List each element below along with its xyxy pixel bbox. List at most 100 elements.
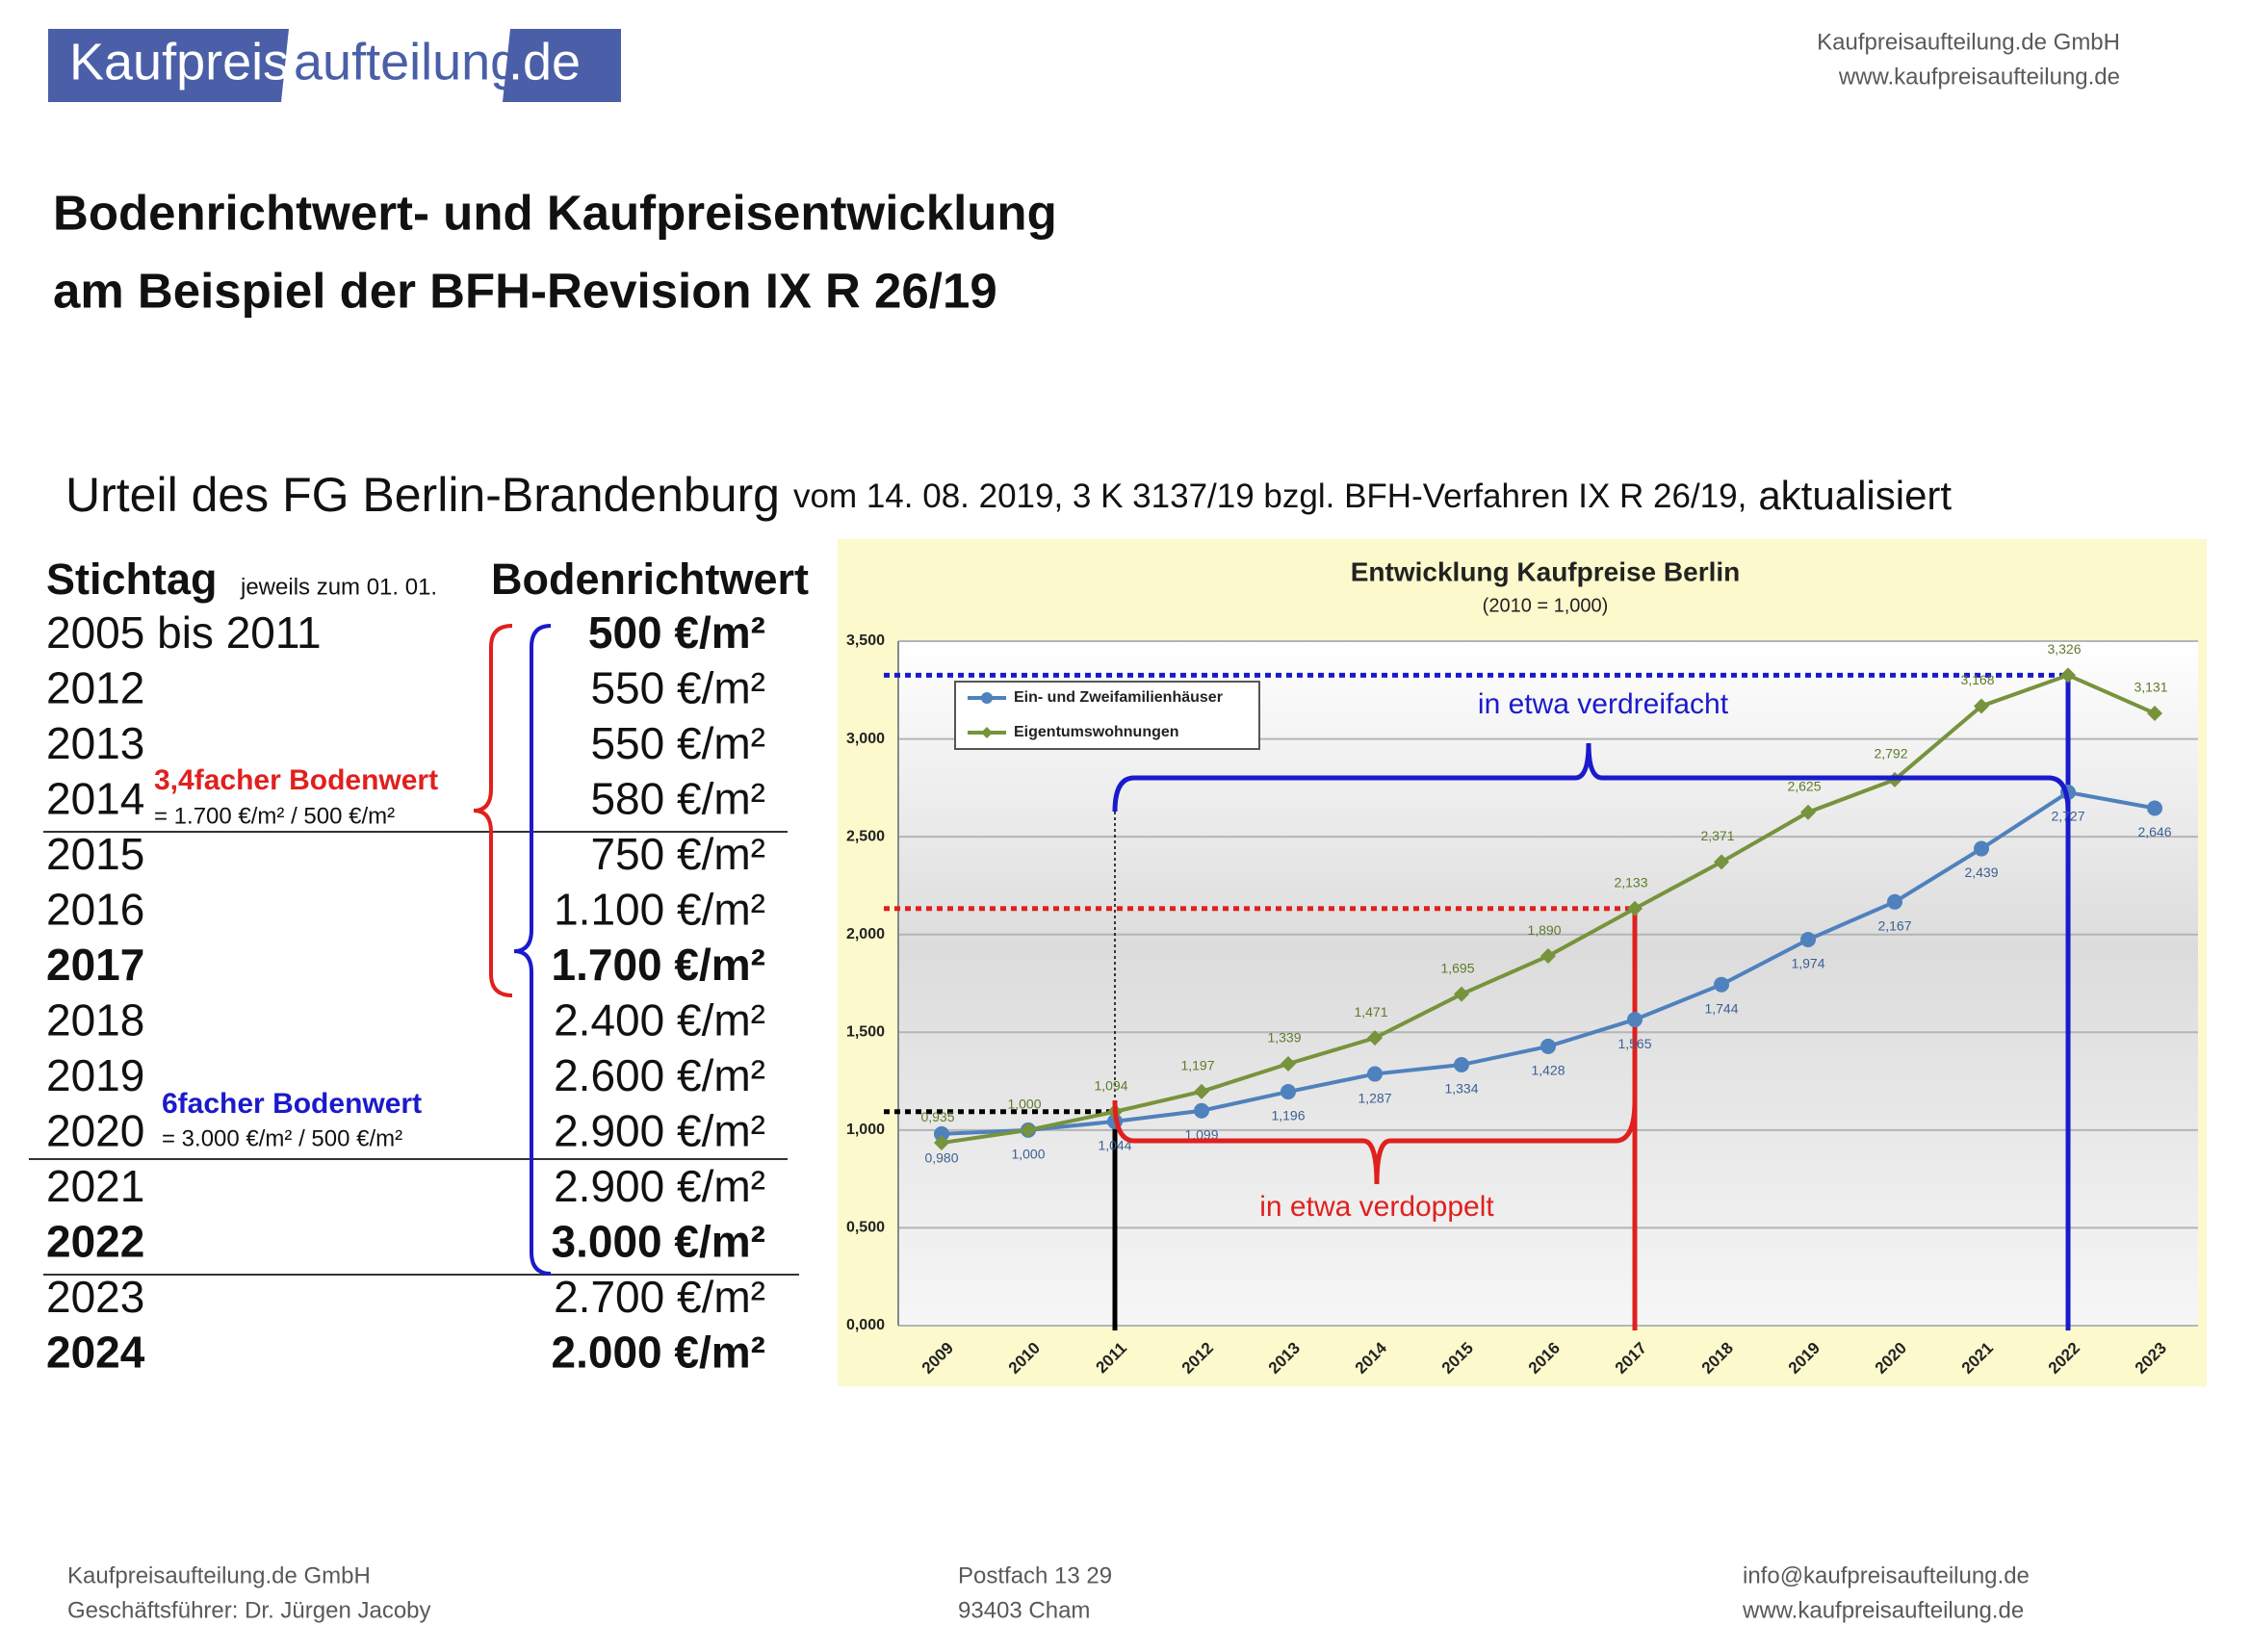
website: www.kaufpreisaufteilung.de: [1838, 64, 2120, 90]
footer-text: info@kaufpreisaufteilung.de: [1743, 1562, 2030, 1588]
legend-marker: [981, 727, 993, 738]
bracket: [1112, 1099, 1638, 1185]
data-label: 1,428: [1531, 1063, 1565, 1078]
table-cell: 580 €/m²: [590, 774, 765, 824]
data-label: 2,439: [1964, 865, 1998, 880]
data-point: [1714, 976, 1729, 993]
annotation: in etwa verdreifacht: [1478, 688, 1729, 720]
data-point: [2147, 800, 2162, 816]
data-label: 1,334: [1444, 1081, 1478, 1097]
note-formula: = 3.000 €/m² / 500 €/m²: [162, 1125, 402, 1151]
table-cell: 750 €/m²: [590, 829, 765, 879]
table-header-note: jeweils zum 01. 01.: [240, 574, 437, 600]
data-label: 2,167: [1877, 917, 1911, 933]
table-cell: 2019: [46, 1050, 144, 1100]
legend-marker: [981, 692, 993, 704]
table-cell: 2.700 €/m²: [554, 1272, 765, 1322]
logo-text: aufteilung: [294, 33, 519, 90]
table-cell: 2005 bis 2011: [46, 607, 322, 658]
data-label: 1,339: [1267, 1030, 1301, 1045]
table-cell: 2023: [46, 1272, 144, 1322]
y-tick-label: 0,500: [846, 1220, 885, 1236]
data-label: 3,168: [1960, 672, 1994, 687]
table-cell: 2013: [46, 718, 144, 768]
data-point: [1627, 900, 1643, 916]
table-cell: 3.000 €/m²: [552, 1217, 765, 1267]
y-tick-label: 0,000: [846, 1317, 885, 1333]
data-point: [934, 1125, 949, 1142]
data-point: [1367, 1066, 1383, 1082]
table-cell: 500 €/m²: [588, 607, 765, 658]
logo-text: .de: [508, 33, 581, 90]
data-label: 1,695: [1440, 960, 1474, 975]
data-label: 1,565: [1617, 1036, 1651, 1051]
y-tick-label: 2,500: [846, 828, 885, 844]
data-label: 1,000: [1011, 1147, 1045, 1162]
data-point: [2147, 705, 2162, 721]
table-cell: 550 €/m²: [590, 718, 765, 768]
company-name: Kaufpreisaufteilung.de GmbH: [1817, 29, 2120, 55]
data-label: 0,980: [924, 1150, 958, 1166]
table-cell: 2.400 €/m²: [554, 995, 765, 1045]
subheading-suffix: aktualisiert: [1758, 473, 1952, 518]
data-label: 1,196: [1271, 1108, 1305, 1123]
table-cell: 2.000 €/m²: [552, 1328, 765, 1378]
data-label: 2,371: [1700, 828, 1734, 843]
data-point: [1974, 698, 1989, 714]
data-point: [1281, 1055, 1296, 1071]
note-formula: = 1.700 €/m² / 500 €/m²: [154, 803, 395, 829]
data-label: 1,197: [1180, 1058, 1214, 1073]
data-label: 1,890: [1527, 922, 1561, 938]
data-point: [1281, 1084, 1296, 1100]
data-label: 3,131: [2134, 680, 2167, 695]
data-point: [1627, 1012, 1643, 1028]
y-tick-label: 3,000: [846, 731, 885, 747]
data-label: 1,044: [1098, 1138, 1131, 1153]
y-tick-label: 2,000: [846, 926, 885, 942]
data-point: [934, 1135, 949, 1151]
legend-label: Eigentumswohnungen: [1014, 724, 1179, 740]
subheading-main: Urteil des FG Berlin-Brandenburg: [65, 468, 780, 522]
y-tick-label: 1,000: [846, 1122, 885, 1138]
table-cell: 550 €/m²: [590, 663, 765, 713]
footer-text: Kaufpreisaufteilung.de GmbH: [67, 1562, 371, 1588]
table-cell: 2012: [46, 663, 144, 713]
data-point: [1887, 893, 1902, 910]
table-cell: 2.900 €/m²: [554, 1161, 765, 1211]
data-label: 2,646: [2137, 824, 2171, 839]
data-label: 1,287: [1358, 1090, 1391, 1105]
bracket: [473, 624, 513, 997]
note-label: 6facher Bodenwert: [162, 1088, 422, 1120]
data-point: [1194, 1102, 1209, 1119]
y-tick-label: 1,500: [846, 1024, 885, 1041]
chart-subtitle: (2010 = 1,000): [1483, 595, 1609, 616]
table-cell: 2014: [46, 774, 144, 824]
legend-label: Ein- und Zweifamilienhäuser: [1014, 689, 1223, 706]
data-point: [1454, 1057, 1469, 1073]
data-label: 2,727: [2051, 809, 2084, 824]
table-cell: 2021: [46, 1161, 144, 1211]
data-label: 3,326: [2047, 641, 2081, 657]
page-title: am Beispiel der BFH-Revision IX R 26/19: [53, 263, 997, 318]
data-point: [1021, 1122, 1036, 1138]
annotation: in etwa verdoppelt: [1259, 1191, 1494, 1223]
data-point: [2060, 667, 2076, 684]
subheading-detail: vom 14. 08. 2019, 3 K 3137/19 bzgl. BFH-…: [793, 478, 1746, 515]
data-label: 1,744: [1704, 1000, 1738, 1016]
data-label: 2,133: [1614, 874, 1647, 890]
table-cell: 2018: [46, 995, 144, 1045]
data-label: 2,625: [1787, 778, 1821, 793]
data-point: [1974, 840, 1989, 857]
chart-title: Entwicklung Kaufpreise Berlin: [1351, 556, 1741, 586]
subheading: Urteil des FG Berlin-Brandenburg vom 14. …: [65, 468, 1952, 522]
data-label: 2,792: [1874, 746, 1907, 761]
data-point: [1367, 1030, 1383, 1046]
note-label: 3,4facher Bodenwert: [154, 764, 438, 796]
y-tick-label: 3,500: [846, 632, 885, 649]
footer-text: 93403 Cham: [958, 1597, 1090, 1623]
page-title: Bodenrichtwert- und Kaufpreisentwicklung: [53, 185, 1057, 240]
table-cell: 1.100 €/m²: [554, 885, 765, 935]
footer-text: Geschäftsführer: Dr. Jürgen Jacoby: [67, 1597, 431, 1623]
